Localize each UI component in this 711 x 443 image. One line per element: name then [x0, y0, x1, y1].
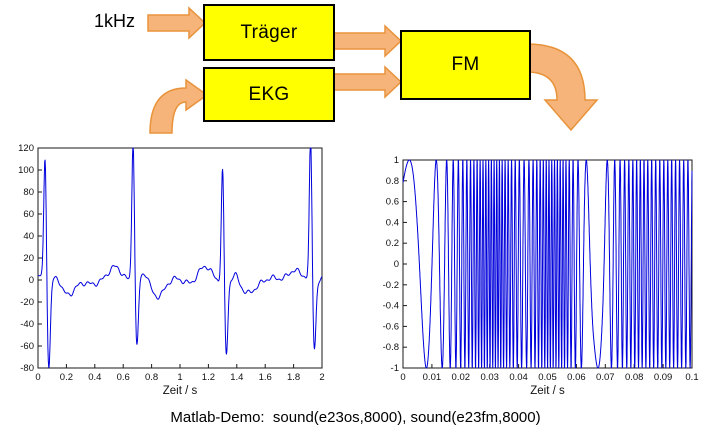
- x-tick-label: 0.06: [567, 372, 586, 383]
- y-tick-label: -60: [20, 341, 34, 352]
- fm-block: FM: [400, 30, 531, 100]
- y-tick-label: 40: [23, 231, 34, 242]
- plot-box: [37, 147, 323, 369]
- y-tick-label: 0.2: [386, 238, 399, 249]
- x-tick-label: 0.8: [145, 372, 158, 383]
- x-tick-label: 0.03: [480, 372, 499, 383]
- y-tick-label: -0.6: [383, 321, 399, 332]
- input-frequency-label: 1kHz: [94, 11, 136, 31]
- x-tick-label: 0.01: [423, 372, 442, 383]
- y-tick-label: -80: [20, 363, 34, 374]
- arrow-fm-output: [526, 43, 599, 132]
- y-tick-label: -0.4: [383, 301, 399, 312]
- x-tick-label: 0.07: [596, 372, 615, 383]
- x-tick-label: 1.6: [259, 372, 272, 383]
- arrow-into-ekg: [149, 78, 209, 134]
- x-tick-label: 0.02: [452, 372, 471, 383]
- x-tick-label: 1.2: [202, 372, 215, 383]
- fm-chart: 0 0.01 0.02 0.03 0.04 0.05 0.06 0.07 0.08 0.09 0.1…: [383, 155, 699, 397]
- signal-trace: [402, 159, 693, 369]
- y-tick-label: 0.8: [386, 176, 399, 187]
- y-tick-label: 60: [23, 209, 34, 220]
- y-tick-label: -20: [20, 297, 34, 308]
- ekg-chart: 0 0.2 0.4 0.6 0.8 1 1.2 1.4 1.6 1.8 2 -80 -60 -40 -20 0…: [18, 143, 325, 397]
- y-tick-label: -0.2: [383, 280, 399, 291]
- y-tick-label: 0.4: [386, 217, 399, 228]
- x-tick-label: 2: [319, 372, 324, 383]
- x-tick-label: 1: [177, 372, 182, 383]
- y-tick-label: 0: [29, 275, 34, 286]
- x-tick-label: 0.05: [538, 372, 557, 383]
- y-tick-label: -1: [391, 363, 399, 374]
- x-tick-label: 0.09: [654, 372, 673, 383]
- traeger-block: Träger: [203, 4, 335, 61]
- arrow-ekg-to-fm: [330, 65, 403, 99]
- signal-trace: [37, 147, 323, 369]
- y-tick-label: 100: [18, 165, 34, 176]
- y-tick-label: 0.6: [386, 197, 399, 208]
- x-axis-label: Zeit / s: [163, 385, 198, 397]
- y-tick-label: -0.8: [383, 342, 399, 353]
- x-tick-label: 0.2: [60, 372, 73, 383]
- ekg-block: EKG: [203, 67, 335, 122]
- diagram-arrows: [147, 6, 599, 134]
- x-tick-label: 0.4: [88, 372, 101, 383]
- matlab-demo-caption: Matlab-Demo: sound(e23os,8000), sound(e2…: [170, 409, 541, 426]
- y-tick-label: 120: [18, 143, 34, 154]
- x-tick-label: 0: [400, 372, 405, 383]
- y-tick-label: 20: [23, 253, 34, 264]
- x-tick-label: 0.6: [117, 372, 130, 383]
- x-tick-label: 0: [35, 372, 40, 383]
- y-tick-label: 1: [394, 155, 399, 166]
- x-tick-label: 0.04: [509, 372, 527, 383]
- y-tick-label: 0: [394, 259, 399, 270]
- x-tick-label: 1.8: [287, 372, 300, 383]
- y-tick-label: 80: [23, 187, 34, 198]
- x-tick-label: 0.1: [685, 372, 698, 383]
- x-tick-label: 1.4: [230, 372, 243, 383]
- x-axis-label: Zeit / s: [530, 385, 565, 397]
- x-tick-label: 0.08: [625, 372, 644, 383]
- arrow-traeger-to-fm: [330, 24, 403, 58]
- y-tick-label: -40: [20, 319, 34, 330]
- arrow-1khz-to-traeger: [147, 6, 207, 40]
